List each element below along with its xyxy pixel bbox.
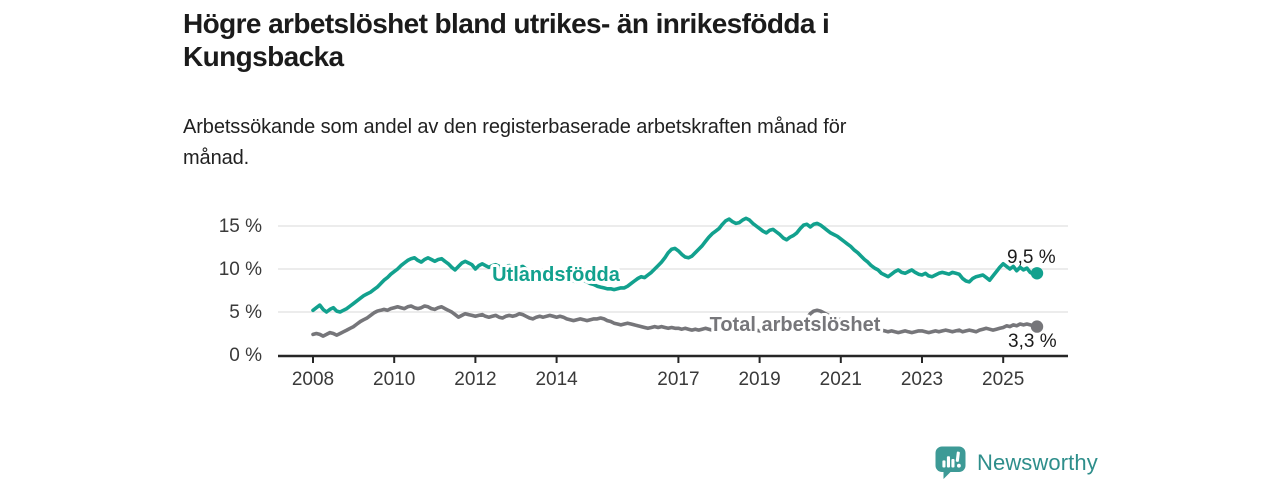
x-axis-label: 2019 (738, 369, 780, 390)
chart-subtitle-line1: Arbetssökande som andel av den registerb… (183, 116, 847, 138)
x-axis-label: 2012 (454, 369, 496, 390)
series-label-utlandsfodda: Utlandsfödda (492, 264, 621, 286)
y-axis-label: 5 % (229, 302, 262, 323)
logo-bars (942, 451, 961, 468)
chart-subtitle: Arbetssökande som andel av den registerb… (183, 112, 846, 174)
x-axis-label: 2010 (373, 369, 415, 390)
x-axis-label: 2017 (657, 369, 699, 390)
series-end-dot-total-arbetsloshet (1030, 320, 1044, 333)
bar-chart-speech-bubble-icon (935, 446, 966, 479)
y-axis-label: 15 % (219, 216, 262, 237)
series-end-value-utlandsfodda: 9,5 % (1007, 247, 1056, 268)
page-title: Högre arbetslöshet bland utrikes- än inr… (183, 7, 830, 73)
x-axis-label: 2008 (292, 369, 334, 390)
series-end-dot-utlandsfodda (1030, 267, 1044, 280)
series-line-total-arbetsloshet (311, 304, 1039, 338)
page-title-line2: Kungsbacka (183, 41, 344, 72)
x-axis-label: 2023 (901, 369, 943, 390)
y-axis-label: 0 % (229, 345, 262, 366)
newsworthy-logo: Newsworthy (934, 445, 1098, 480)
x-axis-label: 2025 (982, 369, 1024, 390)
page-title-line1: Högre arbetslöshet bland utrikes- än inr… (183, 8, 830, 39)
x-axis-label: 2014 (535, 369, 578, 390)
chart-subtitle-line2: månad. (183, 147, 250, 169)
series-label-total-arbetsloshet: Total arbetslöshet (710, 314, 881, 336)
x-axis-label: 2021 (820, 369, 862, 390)
series-end-value-total-arbetsloshet: 3,3 % (1008, 331, 1057, 352)
y-axis-label: 10 % (219, 259, 262, 280)
series-line-utlandsfodda (311, 216, 1039, 314)
newsworthy-logo-text: Newsworthy (977, 449, 1098, 475)
